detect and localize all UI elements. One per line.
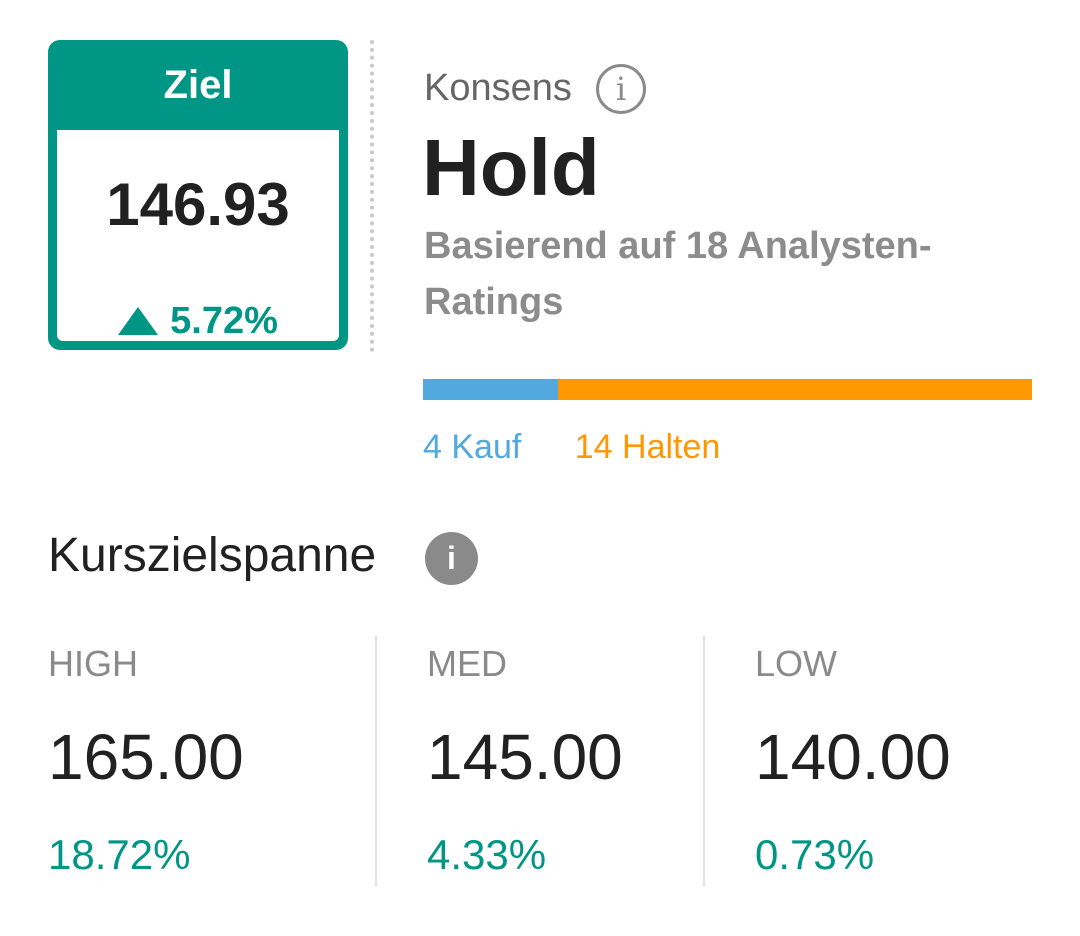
range-label-med: MED (427, 643, 507, 684)
range-value-high: 165.00 (48, 721, 244, 793)
target-change: 5.72% (57, 298, 339, 344)
range-change-high: 18.72% (48, 831, 191, 878)
distribution-label-hold: 14 Halten (574, 428, 721, 466)
range-label-low: LOW (755, 643, 838, 684)
distribution-legend: 4 Kauf 14 Halten (423, 424, 764, 470)
range-value-low: 140.00 (755, 721, 951, 793)
distribution-label-buy: 4 Kauf (423, 428, 522, 466)
range-column-high: HIGH 165.00 18.72% (48, 636, 348, 886)
range-column-low: LOW 140.00 0.73% (703, 636, 1025, 886)
triangle-up-icon (118, 307, 159, 335)
target-change-value: 5.72% (170, 300, 278, 342)
target-value: 146.93 (106, 171, 290, 238)
consensus-basis: Basierend auf 18 Analysten-Ratings (424, 225, 932, 323)
price-range-title: Kurszielspanne (48, 529, 377, 582)
range-label-high: HIGH (48, 643, 138, 684)
range-change-med: 4.33% (427, 831, 547, 878)
distribution-segment-buy (423, 379, 559, 400)
target-body: 146.93 5.72% (57, 130, 339, 344)
info-outline-icon[interactable]: i (596, 64, 646, 114)
dotted-divider (370, 40, 374, 352)
consensus-label: Konsens (424, 67, 572, 109)
rating-distribution-bar (423, 379, 1032, 400)
distribution-segment-hold (558, 379, 1032, 400)
consensus-rating: Hold (422, 123, 600, 212)
range-column-med: MED 145.00 4.33% (375, 636, 677, 886)
target-header: Ziel (163, 63, 233, 107)
range-change-low: 0.73% (755, 831, 875, 878)
info-filled-icon[interactable]: i (425, 532, 478, 585)
range-value-med: 145.00 (427, 721, 623, 793)
target-card: Ziel 146.93 5.72% (48, 40, 348, 350)
